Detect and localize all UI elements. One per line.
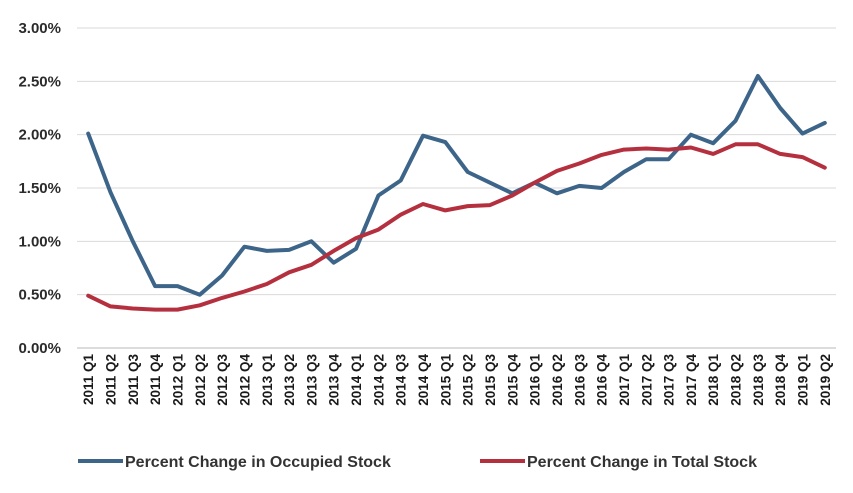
x-tick-label: 2016 Q4 (595, 354, 610, 406)
x-tick-label: 2018 Q2 (729, 354, 744, 406)
x-tick-label: 2012 Q1 (170, 354, 185, 406)
y-tick-label: 3.00% (18, 20, 61, 37)
x-tick-label: 2017 Q3 (662, 354, 677, 406)
x-tick-label: 2017 Q4 (684, 354, 699, 406)
y-tick-label: 2.50% (18, 73, 61, 90)
gridlines (77, 27, 836, 349)
x-tick-label: 2014 Q4 (416, 354, 431, 406)
x-tick-label: 2011 Q4 (148, 354, 163, 406)
x-tick-label: 2017 Q1 (617, 354, 632, 406)
x-tick-label: 2013 Q3 (304, 354, 319, 406)
x-tick-label: 2018 Q4 (773, 354, 788, 406)
legend: Percent Change in Occupied Stock Percent … (78, 454, 757, 471)
x-tick-label: 2011 Q2 (103, 354, 118, 405)
x-tick-label: 2012 Q4 (237, 354, 252, 406)
series-lines (86, 74, 827, 312)
y-tick-label: 0.50% (18, 287, 61, 304)
x-tick-label: 2015 Q3 (483, 354, 498, 406)
x-tick-label: 2019 Q2 (818, 354, 833, 406)
x-tick-label: 2015 Q1 (438, 354, 453, 406)
x-tick-label: 2013 Q1 (260, 354, 275, 406)
x-tick-label: 2012 Q3 (215, 354, 230, 406)
x-tick-label: 2015 Q4 (505, 354, 520, 406)
x-tick-label: 2011 Q3 (126, 354, 141, 406)
x-tick-label: 2017 Q2 (639, 354, 654, 406)
y-axis-ticks: 0.00% 0.50% 1.00% 1.50% 2.00% 2.50% 3.00% (18, 20, 61, 357)
x-tick-label: 2012 Q2 (193, 354, 208, 406)
x-tick-label: 2016 Q1 (528, 354, 543, 406)
legend-label: Percent Change in Occupied Stock (125, 454, 391, 471)
x-tick-label: 2013 Q2 (282, 354, 297, 406)
x-tick-label: 2014 Q1 (349, 354, 364, 406)
y-tick-label: 2.00% (18, 127, 61, 144)
x-tick-label: 2018 Q3 (751, 354, 766, 406)
series-line-total-stock (86, 142, 827, 312)
x-tick-label: 2015 Q2 (461, 354, 476, 406)
x-tick-label: 2016 Q3 (572, 354, 587, 406)
series-line-occupied-stock (86, 74, 827, 297)
x-tick-label: 2019 Q1 (796, 354, 811, 406)
x-tick-label: 2016 Q2 (550, 354, 565, 406)
x-axis-ticks: 2011 Q1 2011 Q2 2011 Q3 2011 Q4 2012 Q1 2012 … (81, 354, 833, 406)
y-tick-label: 0.00% (18, 340, 61, 357)
x-tick-label: 2011 Q1 (81, 354, 96, 406)
x-tick-label: 2014 Q2 (371, 354, 386, 406)
x-tick-label: 2014 Q3 (394, 354, 409, 406)
y-tick-label: 1.00% (18, 233, 61, 250)
legend-label: Percent Change in Total Stock (527, 454, 757, 471)
x-tick-label: 2018 Q1 (706, 354, 721, 406)
x-tick-label: 2013 Q4 (327, 354, 342, 406)
y-tick-label: 1.50% (18, 180, 61, 197)
